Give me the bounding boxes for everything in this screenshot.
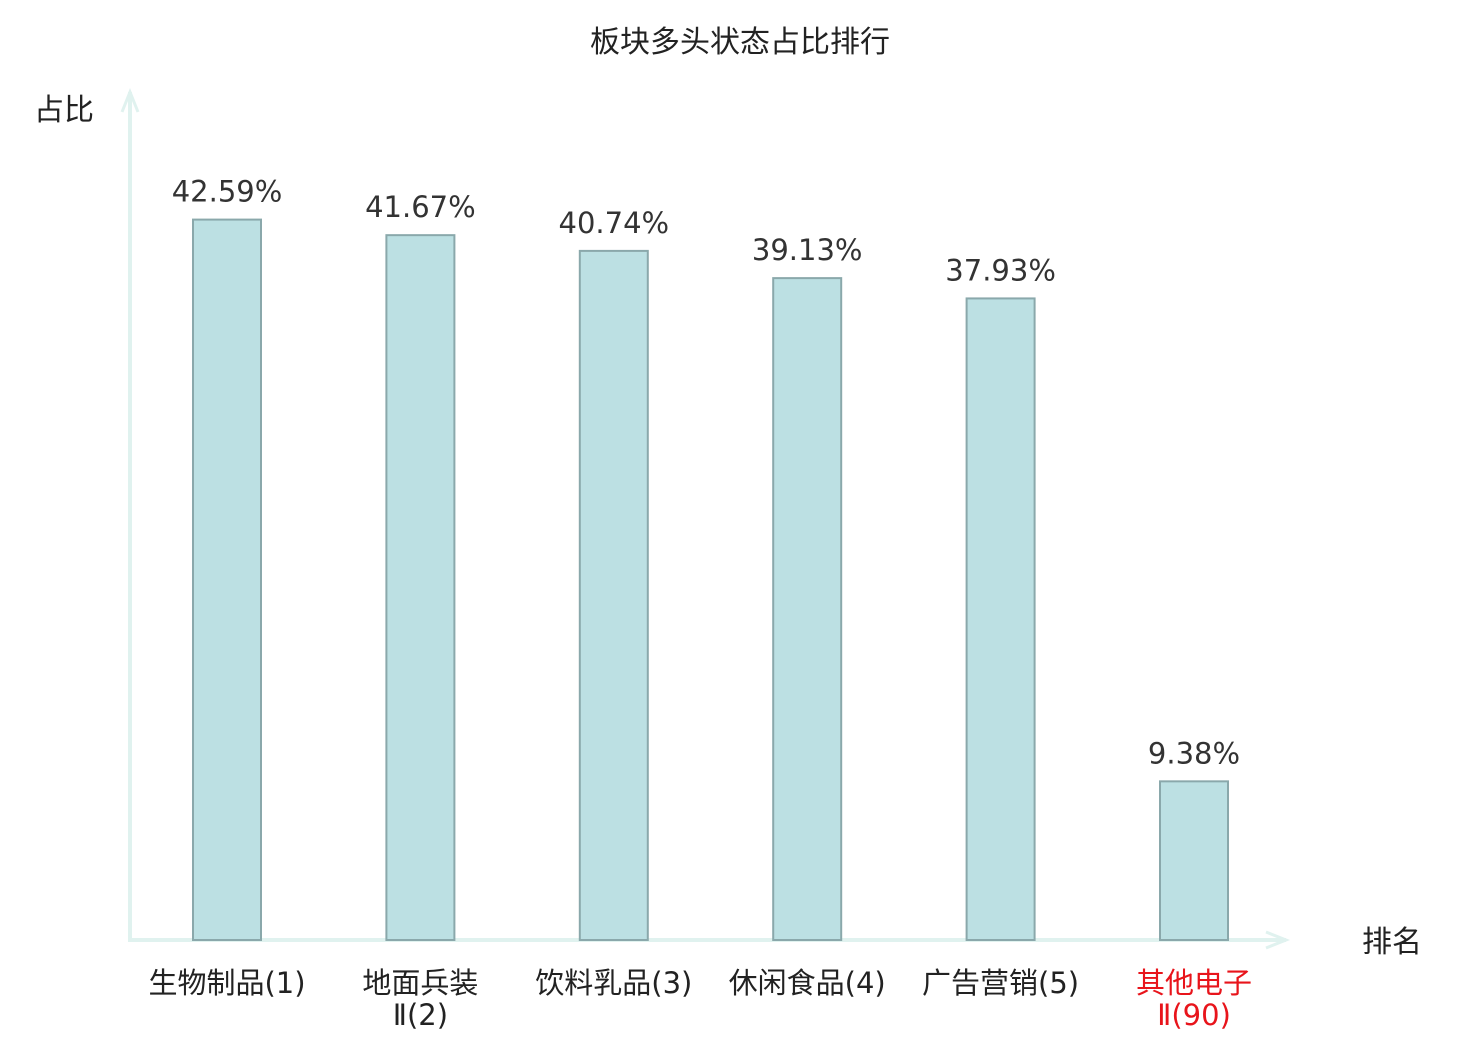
x-tick-label-line2: Ⅱ(2) (393, 998, 448, 1032)
chart-title: 板块多头状态占比排行 (590, 25, 890, 60)
x-tick-label: 饮料乳品(3) (535, 966, 692, 1000)
x-tick-label: 生物制品(1) (148, 966, 305, 1000)
bar (385, 234, 456, 942)
bar (965, 297, 1036, 941)
x-axis-title: 排名 (1362, 925, 1422, 960)
bar (772, 277, 843, 941)
x-tick-label: 其他电子 (1136, 966, 1252, 1000)
bar (1159, 780, 1229, 942)
y-axis-title: 占比 (34, 93, 94, 128)
bar (192, 218, 262, 942)
bar (578, 249, 649, 942)
bar-value-label: 40.74% (559, 206, 670, 240)
bar-value-label: 37.93% (945, 253, 1056, 287)
bar-value-label: 39.13% (752, 233, 863, 267)
x-tick-label: 地面兵装 (362, 966, 478, 1000)
bar-value-label: 42.59% (172, 175, 283, 209)
x-tick-label: 休闲食品(4) (729, 966, 886, 1000)
bar-value-label: 41.67% (365, 190, 476, 224)
x-tick-label-line2: Ⅱ(90) (1157, 998, 1231, 1032)
x-tick-label: 广告营销(5) (922, 966, 1079, 1000)
bar-value-label: 9.38% (1148, 736, 1240, 770)
